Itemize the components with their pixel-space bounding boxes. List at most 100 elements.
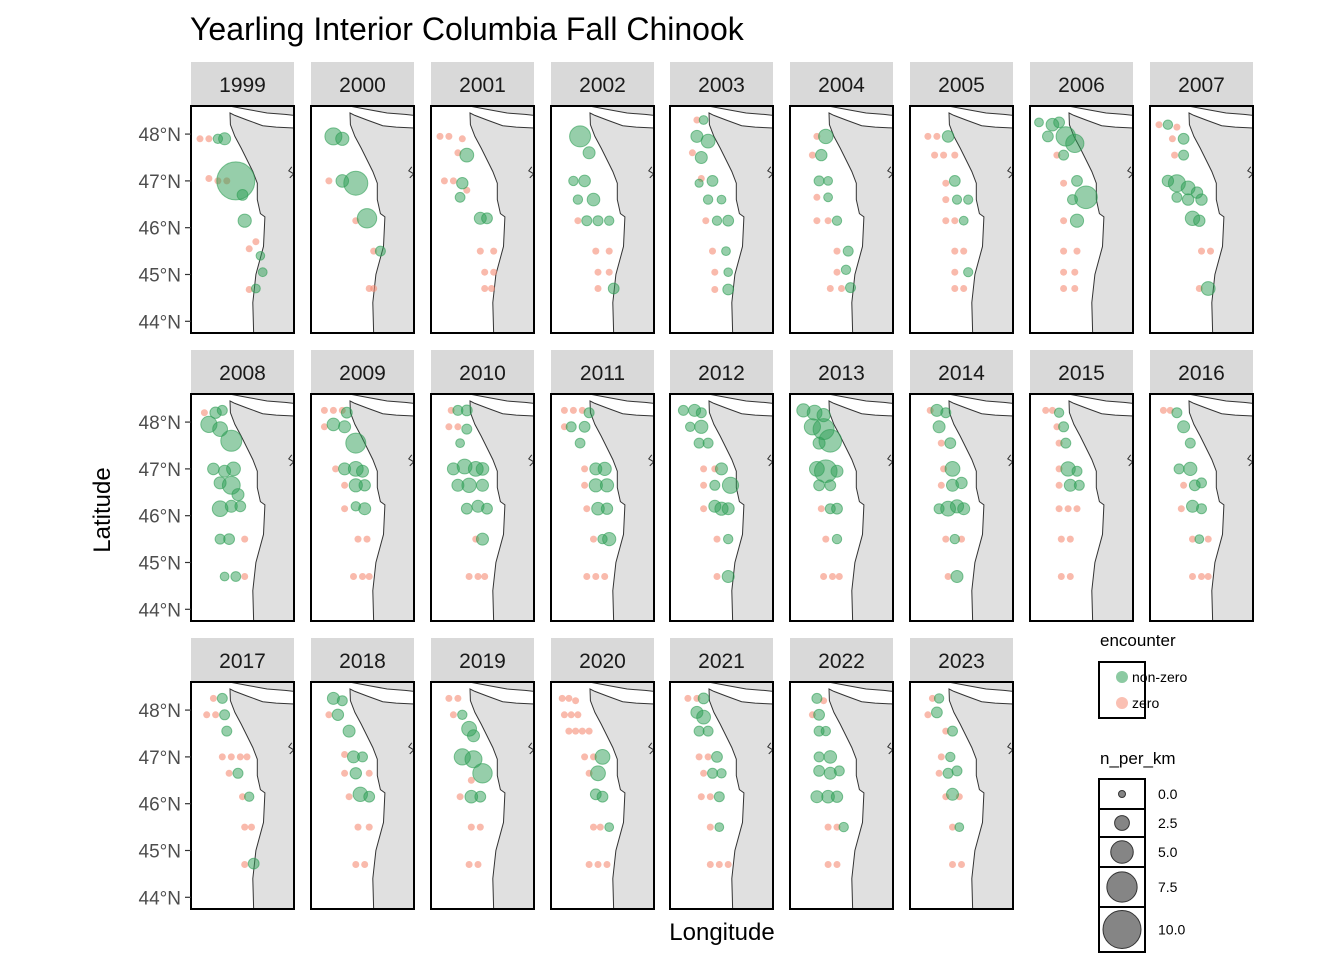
panel-border <box>550 681 655 910</box>
point-nonzero <box>586 192 601 207</box>
point-zero <box>1189 573 1196 580</box>
point-nonzero <box>950 570 964 583</box>
point-zero <box>958 861 965 868</box>
point-zero <box>488 285 495 292</box>
point-nonzero <box>590 765 606 782</box>
point-nonzero <box>1171 191 1183 203</box>
point-zero <box>578 727 586 735</box>
coastline-land <box>828 400 893 621</box>
chart-title: Yearling Interior Columbia Fall Chinook <box>190 11 745 47</box>
point-nonzero <box>218 132 232 146</box>
island-land <box>948 106 1013 116</box>
facet-strip-label: 2005 <box>938 74 985 97</box>
point-zero <box>241 535 249 543</box>
point-nonzero <box>1071 465 1083 477</box>
island-land <box>828 682 893 692</box>
facet-strip-label: 2000 <box>339 74 386 97</box>
facet-strip <box>790 62 893 106</box>
point-zero <box>1173 123 1181 131</box>
point-zero <box>592 247 600 255</box>
point-nonzero <box>232 767 244 779</box>
point-nonzero <box>944 437 957 450</box>
point-nonzero <box>820 725 831 737</box>
puget-sound-outline <box>887 166 893 179</box>
point-zero <box>960 247 968 255</box>
point-nonzero <box>823 176 833 186</box>
puget-sound-outline <box>288 742 294 755</box>
point-zero <box>239 793 246 801</box>
point-zero <box>711 268 719 276</box>
point-zero <box>1204 573 1212 580</box>
facet-strip-label: 2009 <box>339 362 386 385</box>
legend-color-label: non-zero <box>1132 669 1187 685</box>
point-zero <box>585 861 593 868</box>
puget-sound-outline <box>288 166 294 179</box>
y-tick-label: 44°N <box>139 888 181 909</box>
point-nonzero <box>474 790 487 803</box>
x-axis-label: Longitude <box>669 919 774 946</box>
legend-size-swatch <box>1114 815 1130 831</box>
facet-strip-label: 2006 <box>1058 74 1105 97</box>
point-nonzero <box>721 476 740 494</box>
point-nonzero <box>945 751 956 763</box>
point-nonzero <box>840 264 852 275</box>
point-nonzero <box>219 709 231 721</box>
point-nonzero <box>1196 503 1207 515</box>
point-zero <box>833 268 841 276</box>
point-nonzero <box>813 751 825 763</box>
point-zero <box>476 247 484 255</box>
point-nonzero <box>1058 421 1070 433</box>
coastline-land <box>708 688 773 909</box>
point-nonzero <box>813 479 825 492</box>
point-nonzero <box>604 822 615 832</box>
point-nonzero <box>813 708 825 721</box>
y-tick-label: 46°N <box>139 219 181 240</box>
point-zero <box>583 505 591 513</box>
facet-panel-2004: 2004 <box>789 62 894 334</box>
point-zero <box>1057 535 1065 543</box>
panel-border <box>190 681 295 910</box>
facet-strip <box>551 638 654 682</box>
point-zero <box>949 861 956 868</box>
point-nonzero <box>697 692 710 705</box>
point-nonzero <box>1067 194 1078 206</box>
island-land <box>948 682 1013 692</box>
legend-size-label: 7.5 <box>1158 879 1178 895</box>
point-zero <box>236 753 244 761</box>
point-zero <box>693 116 701 124</box>
point-zero <box>245 245 253 253</box>
point-nonzero <box>459 147 475 163</box>
island-land <box>589 682 654 692</box>
panel-border <box>310 105 415 334</box>
point-zero <box>1071 268 1079 276</box>
point-zero <box>565 694 573 702</box>
facet-strip-label: 2016 <box>1178 362 1225 385</box>
facet-strip <box>311 62 414 106</box>
point-zero <box>958 535 965 543</box>
point-zero <box>951 285 959 292</box>
point-zero <box>713 573 721 580</box>
point-nonzero <box>696 709 711 725</box>
point-zero <box>951 268 959 276</box>
point-zero <box>817 505 825 513</box>
point-zero <box>569 406 577 414</box>
point-zero <box>567 711 575 719</box>
panel-border <box>550 393 655 622</box>
point-nonzero <box>694 151 708 164</box>
point-zero <box>1066 573 1074 580</box>
point-zero <box>325 177 333 185</box>
point-nonzero <box>357 751 368 763</box>
point-nonzero <box>955 476 968 490</box>
point-zero <box>365 823 373 831</box>
legend-size-label: 2.5 <box>1158 815 1178 831</box>
puget-sound-outline <box>767 742 773 755</box>
coastline-land <box>948 688 1013 909</box>
point-nonzero <box>331 708 345 721</box>
point-nonzero <box>455 438 466 449</box>
point-nonzero <box>948 175 961 187</box>
coastline-land <box>229 688 294 909</box>
point-zero <box>1060 268 1068 276</box>
point-zero <box>481 268 489 276</box>
point-zero <box>829 573 836 580</box>
point-zero <box>449 711 457 719</box>
